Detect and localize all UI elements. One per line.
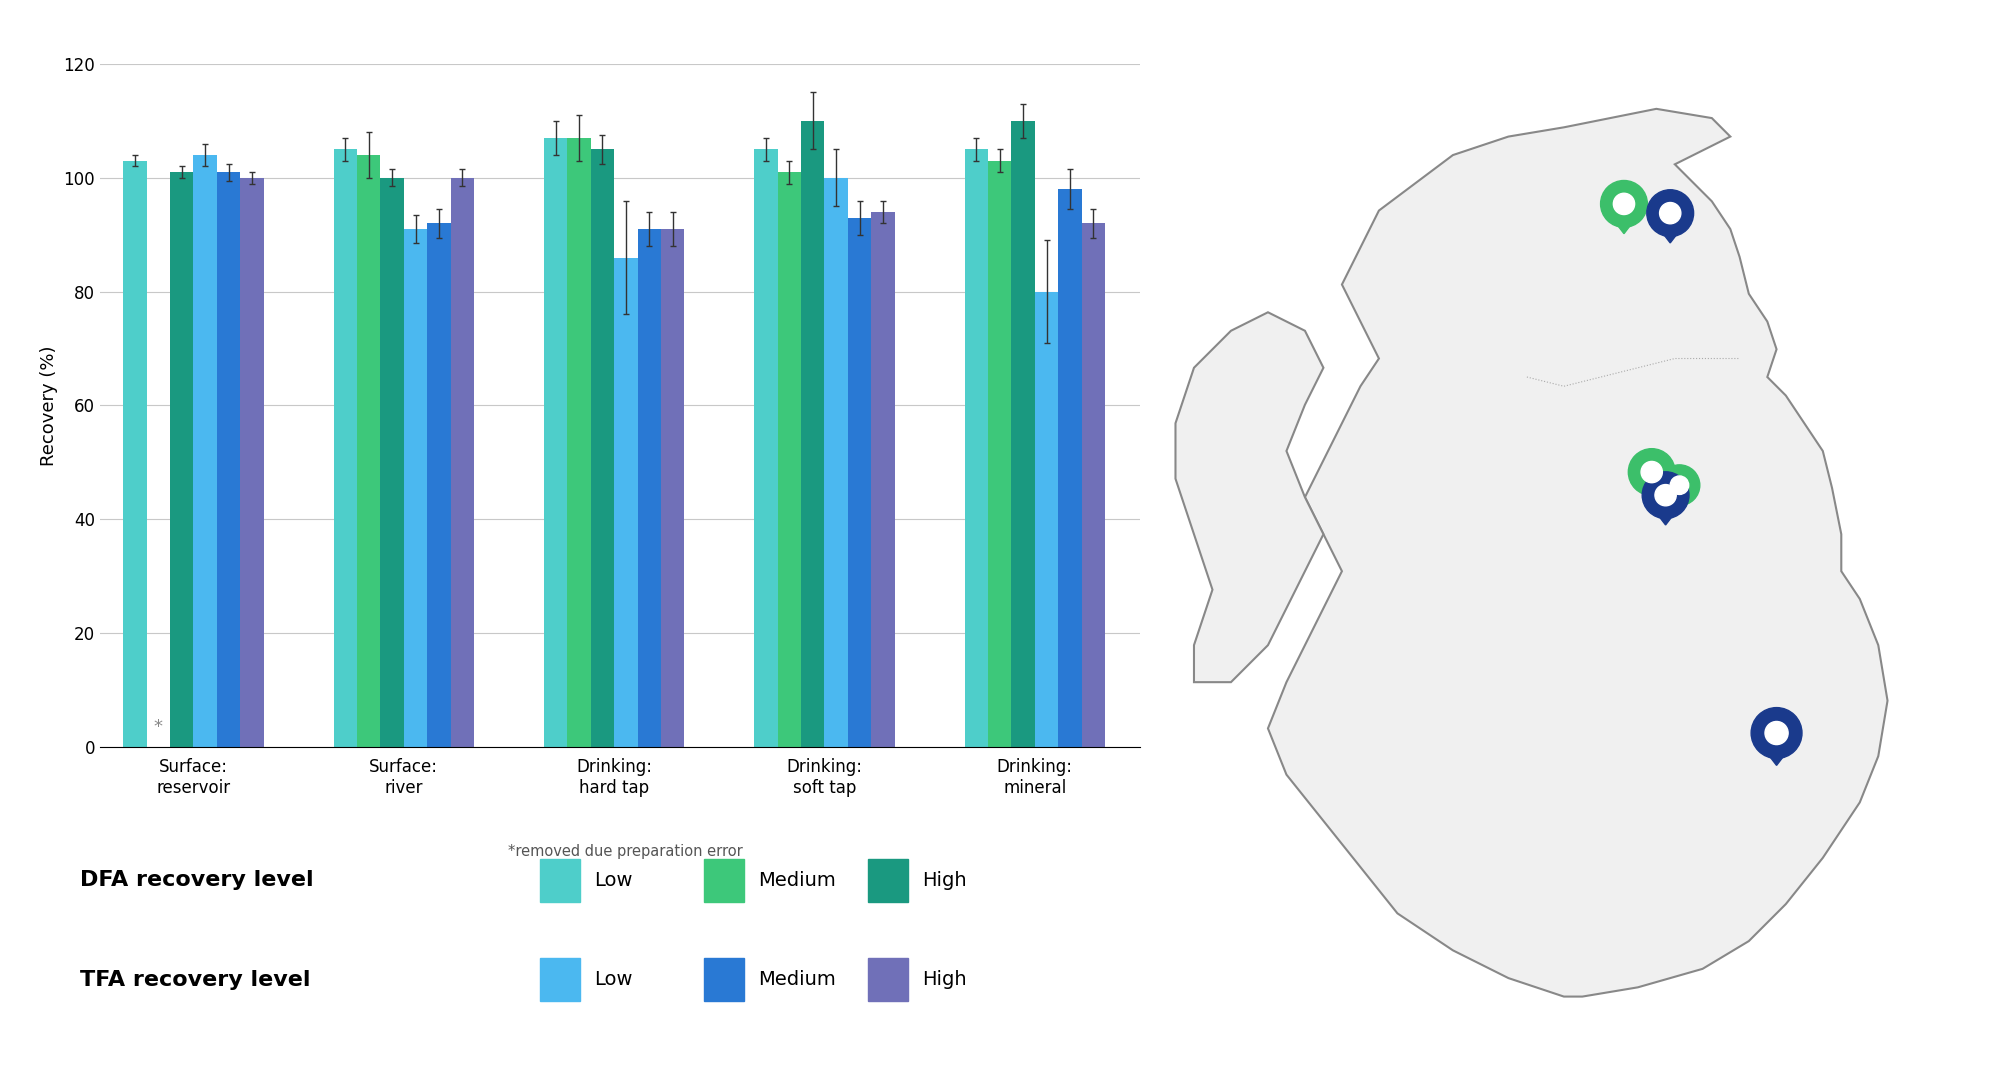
- Text: DFA recovery level: DFA recovery level: [80, 871, 314, 890]
- Text: High: High: [922, 871, 966, 890]
- Text: High: High: [922, 970, 966, 989]
- Polygon shape: [1648, 216, 1692, 243]
- Bar: [872, 212, 894, 747]
- Circle shape: [1628, 449, 1676, 495]
- Circle shape: [1600, 180, 1648, 227]
- Bar: [824, 178, 848, 747]
- Text: Low: Low: [594, 871, 632, 890]
- Bar: [848, 218, 872, 747]
- Circle shape: [1670, 476, 1688, 494]
- Bar: [590, 149, 614, 747]
- Bar: [1058, 189, 1082, 747]
- Polygon shape: [1660, 487, 1698, 511]
- Circle shape: [1660, 465, 1700, 506]
- Bar: [450, 178, 474, 747]
- Bar: [754, 149, 778, 747]
- Polygon shape: [1630, 474, 1672, 501]
- Text: Medium: Medium: [758, 871, 836, 890]
- Bar: [988, 161, 1012, 747]
- Bar: [404, 229, 428, 747]
- Polygon shape: [1176, 313, 1324, 682]
- Bar: [194, 155, 216, 747]
- Circle shape: [1614, 193, 1634, 214]
- Circle shape: [1660, 203, 1680, 224]
- Bar: [334, 149, 358, 747]
- Bar: [428, 223, 450, 747]
- Text: *: *: [154, 717, 162, 735]
- Bar: [358, 155, 380, 747]
- Bar: [778, 172, 802, 747]
- Circle shape: [1642, 461, 1662, 482]
- Text: Low: Low: [594, 970, 632, 989]
- Bar: [1082, 223, 1104, 747]
- Bar: [568, 138, 590, 747]
- Bar: [240, 178, 264, 747]
- Bar: [1012, 121, 1034, 747]
- Bar: [216, 172, 240, 747]
- Polygon shape: [1602, 206, 1646, 234]
- Circle shape: [1766, 721, 1788, 745]
- Text: *removed due preparation error: *removed due preparation error: [508, 844, 744, 859]
- Bar: [170, 172, 194, 747]
- Circle shape: [1752, 707, 1802, 759]
- Bar: [544, 138, 568, 747]
- Bar: [802, 121, 824, 747]
- Circle shape: [1646, 190, 1694, 237]
- Bar: [380, 178, 404, 747]
- Polygon shape: [1268, 109, 1888, 997]
- Circle shape: [1654, 484, 1676, 506]
- Bar: [124, 161, 146, 747]
- Polygon shape: [1754, 735, 1800, 765]
- Y-axis label: Recovery (%): Recovery (%): [40, 346, 58, 465]
- Bar: [964, 149, 988, 747]
- Bar: [638, 229, 660, 747]
- Bar: [660, 229, 684, 747]
- Bar: [614, 257, 638, 747]
- Polygon shape: [1644, 497, 1686, 525]
- Text: Medium: Medium: [758, 970, 836, 989]
- Circle shape: [1642, 472, 1688, 519]
- Text: TFA recovery level: TFA recovery level: [80, 970, 310, 989]
- Bar: [1034, 291, 1058, 747]
